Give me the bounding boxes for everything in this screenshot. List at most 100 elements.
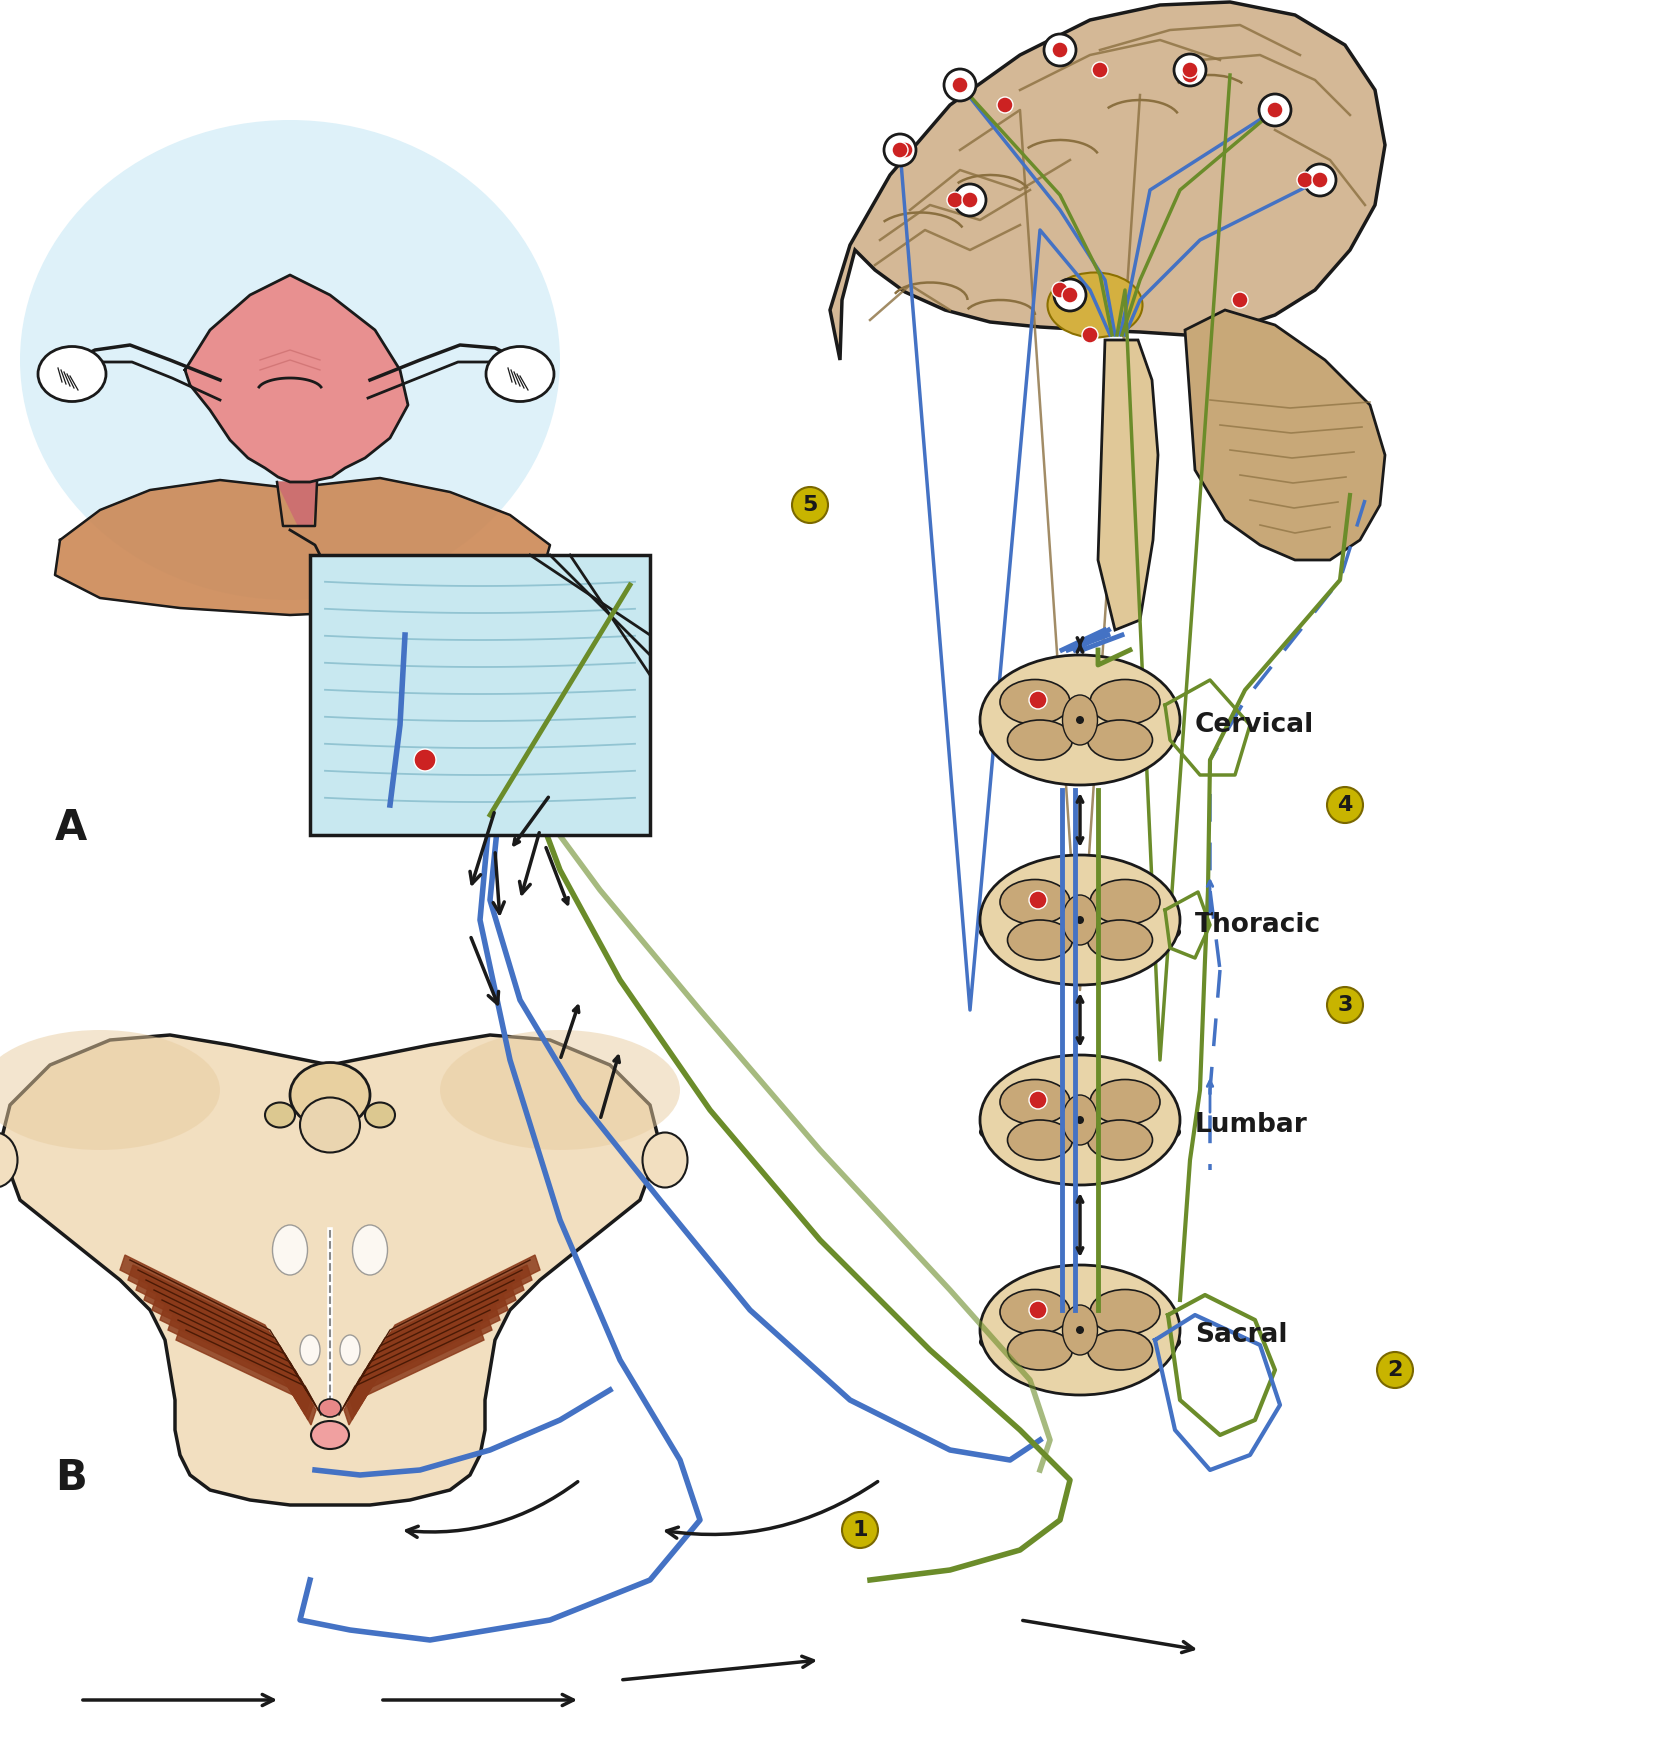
- Text: Lumbar: Lumbar: [1195, 1112, 1308, 1138]
- Ellipse shape: [364, 1103, 395, 1128]
- Polygon shape: [344, 1325, 483, 1425]
- Polygon shape: [120, 1255, 294, 1390]
- Circle shape: [951, 78, 968, 93]
- Ellipse shape: [0, 1031, 221, 1151]
- Ellipse shape: [1000, 1080, 1070, 1124]
- Circle shape: [1174, 55, 1206, 86]
- Ellipse shape: [440, 1031, 681, 1151]
- Circle shape: [1028, 1300, 1047, 1320]
- Ellipse shape: [20, 120, 560, 601]
- Ellipse shape: [980, 914, 1180, 950]
- Ellipse shape: [319, 1399, 341, 1417]
- Ellipse shape: [980, 655, 1180, 786]
- Ellipse shape: [980, 1265, 1180, 1396]
- Polygon shape: [349, 1306, 500, 1415]
- Circle shape: [843, 1512, 878, 1549]
- Circle shape: [961, 192, 978, 208]
- Polygon shape: [363, 1265, 532, 1396]
- Ellipse shape: [311, 1420, 349, 1448]
- Circle shape: [997, 97, 1013, 113]
- Circle shape: [1028, 1091, 1047, 1108]
- Ellipse shape: [299, 1336, 319, 1366]
- Ellipse shape: [1008, 721, 1072, 759]
- Ellipse shape: [1008, 920, 1072, 960]
- Text: Sacral: Sacral: [1195, 1322, 1287, 1348]
- Ellipse shape: [980, 1323, 1180, 1360]
- Polygon shape: [278, 483, 318, 525]
- Circle shape: [1077, 715, 1083, 724]
- Polygon shape: [829, 2, 1384, 359]
- Ellipse shape: [273, 1225, 308, 1276]
- Circle shape: [1028, 691, 1047, 708]
- Text: Cervical: Cervical: [1195, 712, 1314, 738]
- Text: 2: 2: [1388, 1360, 1403, 1380]
- Ellipse shape: [1062, 694, 1097, 745]
- Ellipse shape: [289, 1062, 370, 1128]
- Polygon shape: [1099, 340, 1159, 631]
- Circle shape: [1328, 987, 1363, 1024]
- Circle shape: [793, 486, 828, 523]
- Ellipse shape: [980, 714, 1180, 751]
- Text: A: A: [55, 807, 87, 849]
- Polygon shape: [129, 1265, 298, 1396]
- Polygon shape: [364, 1255, 540, 1390]
- Circle shape: [1232, 292, 1247, 308]
- Ellipse shape: [1087, 1121, 1152, 1159]
- Polygon shape: [161, 1306, 309, 1415]
- Polygon shape: [167, 1314, 313, 1420]
- Circle shape: [955, 183, 986, 217]
- Ellipse shape: [264, 1103, 294, 1128]
- Polygon shape: [55, 478, 550, 615]
- Text: 1: 1: [853, 1521, 868, 1540]
- Polygon shape: [353, 1295, 508, 1410]
- Ellipse shape: [1008, 1121, 1072, 1159]
- Circle shape: [1378, 1351, 1413, 1388]
- Ellipse shape: [1087, 1330, 1152, 1371]
- Polygon shape: [152, 1295, 308, 1410]
- Ellipse shape: [1062, 1094, 1097, 1145]
- Ellipse shape: [1062, 1306, 1097, 1355]
- Polygon shape: [1185, 310, 1384, 560]
- Ellipse shape: [980, 855, 1180, 985]
- Ellipse shape: [1090, 1290, 1160, 1334]
- Circle shape: [946, 192, 963, 208]
- Circle shape: [945, 69, 976, 100]
- Ellipse shape: [980, 1055, 1180, 1186]
- Circle shape: [1313, 173, 1328, 189]
- Ellipse shape: [1090, 680, 1160, 724]
- Ellipse shape: [487, 347, 553, 402]
- Ellipse shape: [1008, 1330, 1072, 1371]
- Ellipse shape: [1090, 879, 1160, 925]
- Circle shape: [1259, 93, 1291, 127]
- Ellipse shape: [1000, 879, 1070, 925]
- Circle shape: [1304, 164, 1336, 196]
- Circle shape: [1267, 102, 1282, 118]
- Polygon shape: [186, 275, 408, 483]
- Circle shape: [1077, 916, 1083, 923]
- Polygon shape: [176, 1325, 316, 1425]
- Circle shape: [1053, 278, 1087, 312]
- Ellipse shape: [1087, 920, 1152, 960]
- Text: 5: 5: [803, 495, 818, 515]
- Ellipse shape: [1090, 1080, 1160, 1124]
- Circle shape: [1267, 102, 1282, 118]
- Ellipse shape: [1000, 1290, 1070, 1334]
- Circle shape: [1028, 892, 1047, 909]
- Ellipse shape: [1087, 721, 1152, 759]
- Polygon shape: [348, 1314, 492, 1420]
- Circle shape: [1062, 287, 1078, 303]
- Text: 4: 4: [1338, 795, 1353, 816]
- Polygon shape: [356, 1284, 517, 1404]
- Polygon shape: [359, 1276, 523, 1401]
- Ellipse shape: [1047, 273, 1142, 338]
- FancyBboxPatch shape: [309, 555, 650, 835]
- Circle shape: [896, 143, 913, 159]
- Ellipse shape: [38, 347, 105, 402]
- Circle shape: [1043, 33, 1077, 65]
- Polygon shape: [144, 1284, 304, 1404]
- Ellipse shape: [339, 1336, 359, 1366]
- Circle shape: [1328, 788, 1363, 823]
- Circle shape: [1077, 1115, 1083, 1124]
- Ellipse shape: [1000, 680, 1070, 724]
- Text: B: B: [55, 1457, 87, 1499]
